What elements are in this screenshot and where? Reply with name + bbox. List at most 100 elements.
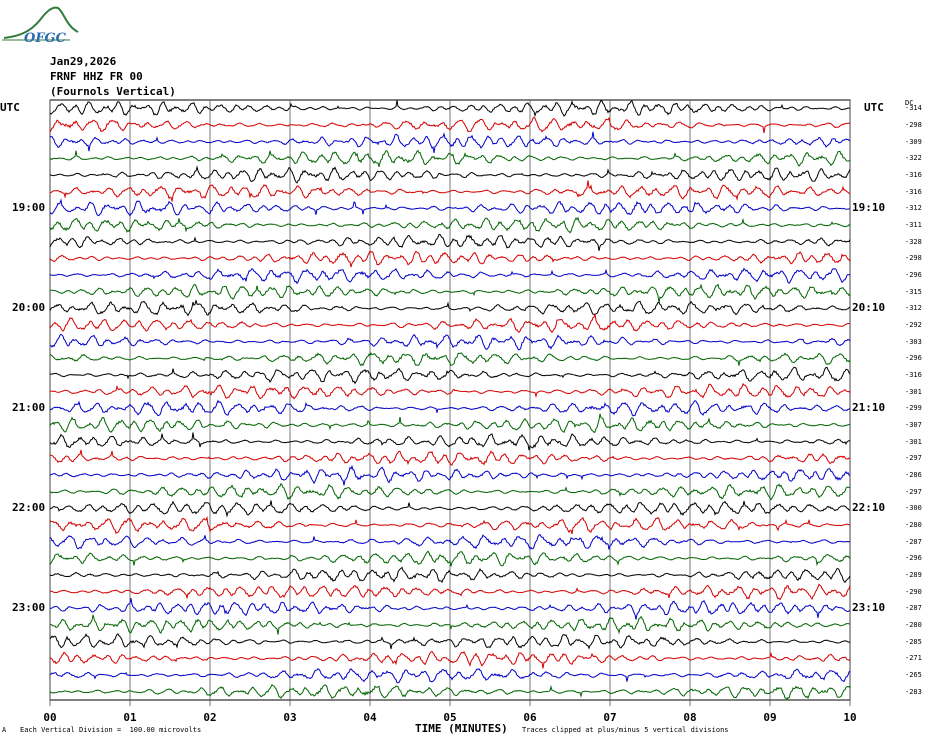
- dc-offset-label: -328: [905, 237, 922, 246]
- seismic-trace: [49, 149, 851, 168]
- right-time-label: 20:10: [852, 301, 886, 315]
- dc-offset-label: -315: [905, 287, 922, 296]
- left-time-label: 19:00: [12, 201, 46, 215]
- seismic-trace: [49, 550, 851, 567]
- left-time-label: 23:00: [12, 601, 46, 615]
- seismic-trace: [49, 283, 851, 303]
- x-tick-label: 07: [603, 711, 617, 724]
- dc-offset-label: -280: [905, 521, 922, 529]
- x-tick-label: 03: [283, 711, 297, 724]
- dc-offset-label: -296: [905, 271, 922, 279]
- right-time-label: 21:10: [852, 401, 886, 415]
- dc-offset-label: -290: [905, 587, 922, 596]
- dc-offset-label: -296: [905, 354, 922, 363]
- dc-offset-label: -283: [905, 687, 922, 696]
- dc-offset-label: -280: [905, 621, 922, 629]
- utc-right-label: UTC: [864, 101, 884, 114]
- utc-left-label: UTC: [0, 101, 20, 114]
- dc-offset-label: -307: [905, 421, 922, 429]
- seismic-trace: [49, 432, 851, 451]
- seismic-trace: [49, 116, 851, 134]
- dc-offset-label: -271: [905, 654, 922, 663]
- seismic-trace: [49, 267, 851, 285]
- seismic-trace: [49, 314, 851, 334]
- seismic-trace: [49, 180, 851, 202]
- seismic-trace: [49, 614, 851, 635]
- dc-offset-label: -301: [905, 437, 922, 446]
- dc-offset-label: -300: [905, 504, 922, 513]
- dc-offset-label: -289: [905, 571, 922, 579]
- x-tick-label: 08: [683, 711, 697, 724]
- seismic-trace: [49, 650, 851, 669]
- dc-offset-label: -296: [905, 554, 922, 563]
- dc-offset-label: -287: [905, 537, 922, 546]
- logo-text: OFGC: [24, 31, 67, 46]
- dc-offset-label: -314: [905, 104, 922, 113]
- seismic-trace: [49, 413, 851, 434]
- left-time-label: 20:00: [12, 301, 46, 315]
- dc-offset-label: -312: [905, 204, 922, 213]
- seismic-trace: [50, 598, 851, 620]
- station-label: FRNF HHZ FR 00: [50, 70, 143, 83]
- dc-offset-label: -316: [905, 171, 922, 179]
- location-label: (Fournols Vertical): [50, 85, 176, 98]
- left-time-label: 21:00: [12, 401, 46, 415]
- dc-offset-label: -303: [905, 337, 922, 346]
- seismic-trace: [49, 333, 851, 351]
- dc-offset-label: -265: [905, 671, 922, 679]
- dc-offset-label: -286: [905, 471, 922, 479]
- x-tick-label: 05: [443, 711, 457, 724]
- dc-offset-label: -309: [905, 137, 922, 146]
- seismic-trace: [49, 566, 851, 584]
- dc-offset-label: -287: [905, 604, 922, 613]
- x-tick-label: 02: [203, 711, 217, 724]
- seismic-trace: [49, 399, 851, 417]
- x-tick-label: 00: [43, 711, 57, 724]
- seismic-trace: [49, 533, 851, 550]
- seismic-trace: [49, 300, 851, 317]
- dc-offset-label: -316: [905, 371, 922, 379]
- seismic-trace: [49, 500, 851, 518]
- seismic-trace: [49, 583, 851, 601]
- dc-offset-label: -301: [905, 387, 922, 396]
- seismic-trace: [49, 250, 851, 268]
- dc-offset-label: -316: [905, 187, 922, 196]
- seismic-trace: [49, 233, 851, 251]
- dc-offset-label: -297: [905, 454, 922, 463]
- x-tick-label: 09: [763, 711, 777, 724]
- dc-offset-label: -312: [905, 304, 922, 313]
- seismic-trace: [49, 482, 851, 501]
- dc-offset-label: -285: [905, 637, 922, 646]
- ofgc-logo: OFGC: [2, 6, 79, 46]
- seismic-trace: [49, 198, 851, 217]
- seismic-trace: [49, 464, 851, 486]
- x-tick-label: 06: [523, 711, 537, 724]
- dc-offset-label: -299: [905, 404, 922, 413]
- seismic-trace: [49, 131, 851, 153]
- x-tick-label: 01: [123, 711, 137, 724]
- seismic-trace: [49, 683, 851, 700]
- seismic-trace: [49, 449, 851, 466]
- dc-offset-label: -322: [905, 154, 922, 163]
- division-note: Each Vertical Division = 100.00 microvol…: [20, 726, 202, 734]
- seismic-trace: [49, 382, 851, 400]
- dc-offset-label: -311: [905, 221, 922, 229]
- right-time-label: 19:10: [852, 201, 886, 215]
- dc-header-label: DC: [905, 99, 914, 107]
- clipping-note: Traces clipped at plus/minus 5 vertical …: [522, 726, 729, 734]
- date-label: Jan29,2026: [50, 55, 117, 68]
- x-tick-label: 10: [843, 711, 857, 724]
- dc-offset-label: -292: [905, 321, 922, 329]
- corner-mark: A: [2, 726, 7, 734]
- x-axis-title: TIME (MINUTES): [415, 722, 508, 735]
- dc-offset-label: -298: [905, 121, 922, 129]
- seismic-trace: [49, 668, 851, 684]
- right-time-label: 23:10: [852, 601, 886, 615]
- seismic-trace: [49, 165, 851, 184]
- dc-offset-label: -297: [905, 487, 922, 496]
- seismic-trace: [49, 352, 851, 367]
- seismic-trace: [49, 515, 851, 535]
- right-time-label: 22:10: [852, 501, 886, 515]
- seismic-trace: [49, 216, 851, 234]
